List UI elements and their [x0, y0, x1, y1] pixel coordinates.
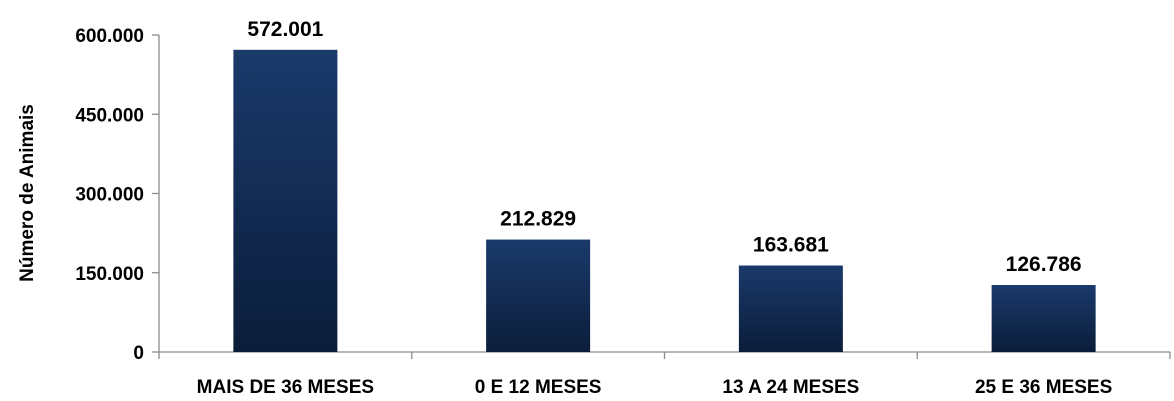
y-tick-label: 450.000: [75, 105, 144, 126]
y-axis-title: Número de Animais: [17, 104, 38, 282]
y-tick-label: 300.000: [75, 185, 144, 206]
value-labels: 572.001 212.829 163.681 126.786: [247, 18, 1081, 276]
y-axis-title-group: Número de Animais: [17, 104, 38, 282]
x-category-label: 0 E 12 MESES: [475, 377, 602, 396]
bars: [233, 49, 1096, 352]
y-tick-label: 0: [133, 343, 144, 364]
y-tick-label: 600.000: [75, 26, 144, 47]
bar: [233, 49, 338, 352]
bar: [486, 239, 591, 352]
bar-value-label: 572.001: [247, 18, 323, 41]
y-tick-label: 150.000: [75, 264, 144, 285]
bar-value-label: 163.681: [753, 234, 829, 257]
bar: [991, 285, 1096, 352]
x-category-label: MAIS DE 36 MESES: [197, 377, 374, 396]
x-category-label: 25 E 36 MESES: [975, 377, 1112, 396]
bar-value-label: 126.786: [1006, 253, 1082, 276]
y-ticks: 0 150.000 300.000 450.000 600.000: [75, 26, 159, 364]
bar: [738, 265, 843, 352]
x-ticks: MAIS DE 36 MESES 0 E 12 MESES 13 A 24 MESE…: [158, 352, 1171, 398]
x-category-label: 13 A 24 MESES: [722, 377, 859, 396]
bar-value-label: 212.829: [500, 208, 576, 231]
